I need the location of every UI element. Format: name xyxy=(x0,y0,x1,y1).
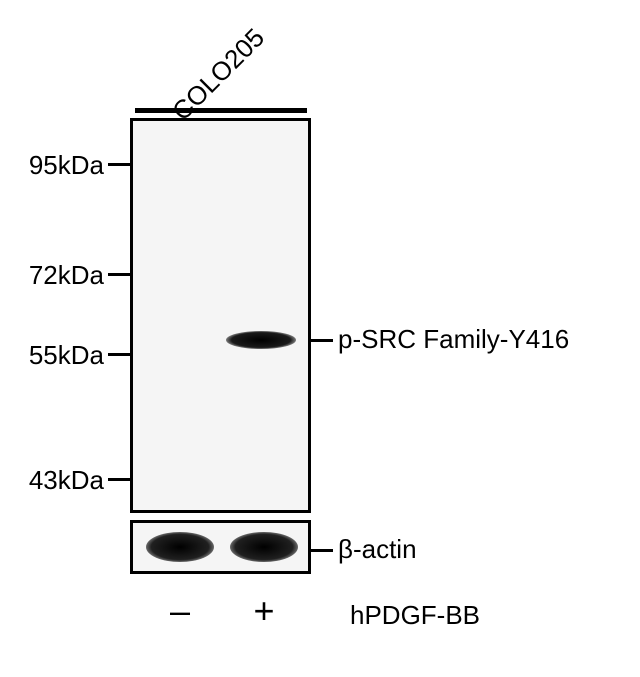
condition-minus: – xyxy=(160,590,200,632)
treatment-label: hPDGF-BB xyxy=(350,600,480,631)
target-blot-panel xyxy=(130,118,311,513)
loading-protein-label: β-actin xyxy=(338,534,417,565)
mw-tick-72 xyxy=(108,273,130,276)
mw-label-55: 55kDa xyxy=(18,340,104,371)
target-label-tick xyxy=(311,339,333,342)
loading-label-tick xyxy=(311,549,333,552)
loading-band-lane2 xyxy=(226,528,302,566)
mw-label-72: 72kDa xyxy=(18,260,104,291)
mw-label-43: 43kDa xyxy=(18,465,104,496)
western-blot-figure: COLO205 95kDa 72kDa 55kDa 43kDa xyxy=(0,0,640,677)
target-band-lane2 xyxy=(224,328,298,352)
loading-band-lane1 xyxy=(142,528,218,566)
mw-label-95: 95kDa xyxy=(18,150,104,181)
mw-tick-95 xyxy=(108,163,130,166)
mw-tick-55 xyxy=(108,353,130,356)
sample-underline-bar xyxy=(135,108,307,113)
condition-plus: + xyxy=(244,590,284,632)
mw-tick-43 xyxy=(108,478,130,481)
target-protein-label: p-SRC Family-Y416 xyxy=(338,324,569,355)
